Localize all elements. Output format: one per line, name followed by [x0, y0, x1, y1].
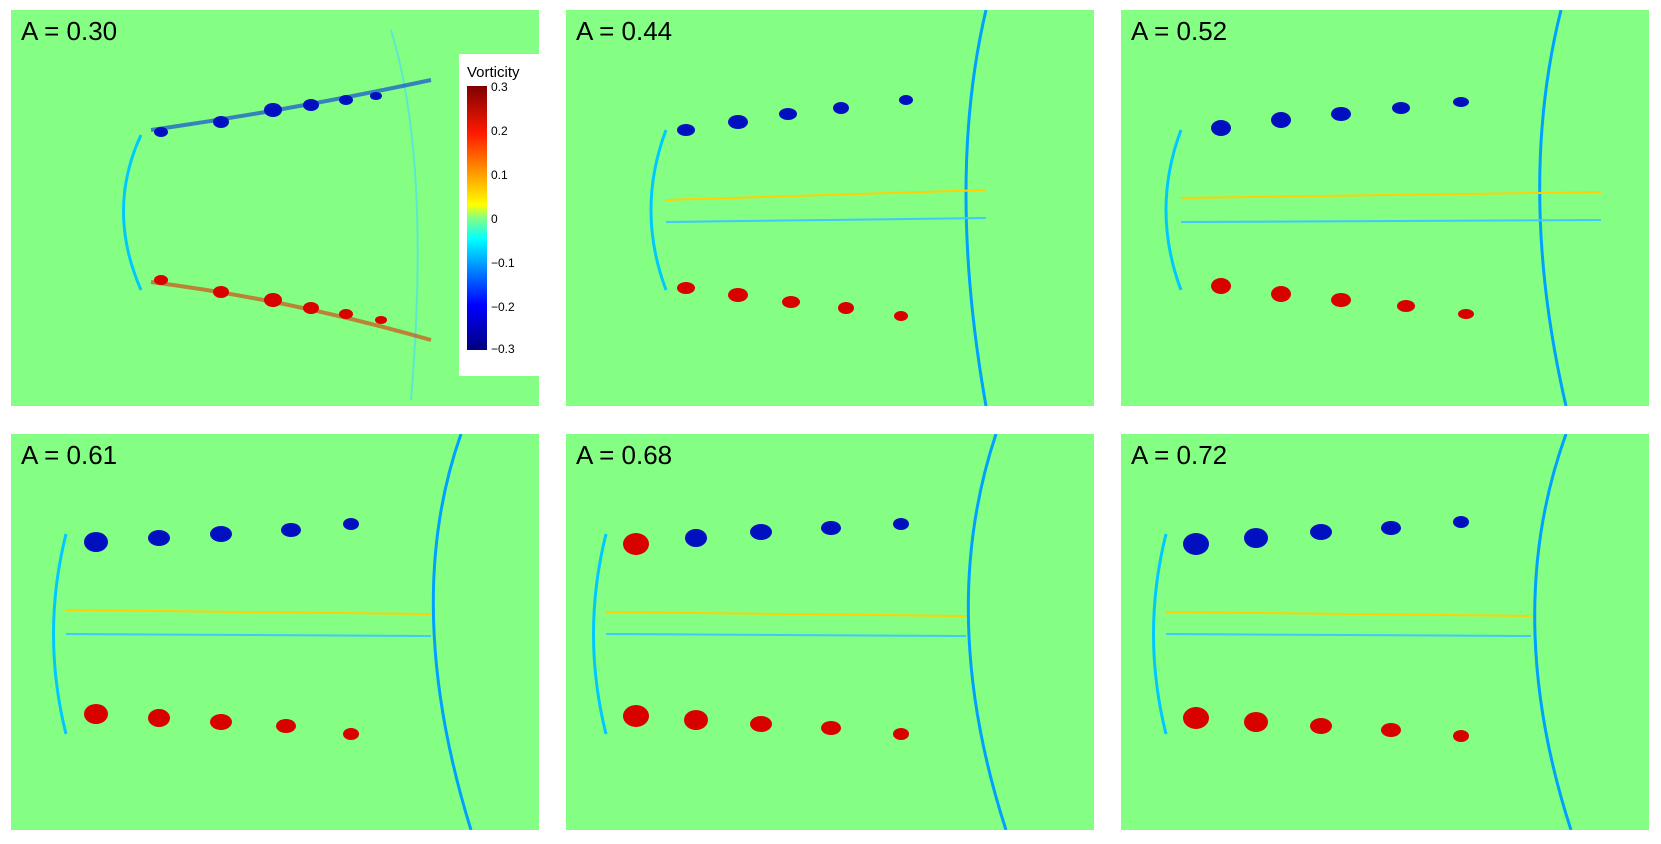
panel-label: A = 0.72 — [1131, 440, 1228, 470]
colorbar-tick: 0 — [491, 212, 498, 226]
panel-a068: A = 0.68 — [566, 434, 1094, 830]
colorbar-tick: 0.1 — [491, 168, 508, 182]
panel-a052: A = 0.52 — [1121, 10, 1649, 406]
vorticity-field-image — [122, 29, 432, 401]
panel-a030: A = 0.30 Vorticity 0.3 0.2 0.1 0 −0.1 −0… — [11, 10, 539, 406]
panel-label: A = 0.52 — [1131, 16, 1228, 46]
panel-label: A = 0.61 — [21, 440, 118, 470]
colorbar-title: Vorticity — [467, 64, 520, 81]
panel-label: A = 0.68 — [576, 440, 673, 470]
vorticity-field-image — [1164, 10, 1602, 406]
colorbar-tick: 0.3 — [491, 80, 508, 94]
panel-label: A = 0.44 — [576, 16, 673, 46]
panel-a044: A = 0.44 — [566, 10, 1094, 406]
colorbar: Vorticity 0.3 0.2 0.1 0 −0.1 −0.2 −0.3 — [459, 54, 539, 376]
panel-a061: A = 0.61 — [11, 434, 539, 830]
colorbar-tick: −0.3 — [491, 342, 515, 356]
colorbar-tick: 0.2 — [491, 124, 508, 138]
colorbar-tick: −0.2 — [491, 300, 515, 314]
panel-label: A = 0.30 — [21, 16, 118, 46]
vorticity-field-image — [649, 10, 988, 406]
vorticity-field-image — [1152, 434, 1573, 830]
panel-a072: A = 0.72 — [1121, 434, 1649, 830]
colorbar-gradient — [467, 86, 487, 350]
vorticity-field-image — [52, 434, 473, 830]
colorbar-tick: −0.1 — [491, 256, 515, 270]
vorticity-field-image — [592, 434, 1008, 830]
